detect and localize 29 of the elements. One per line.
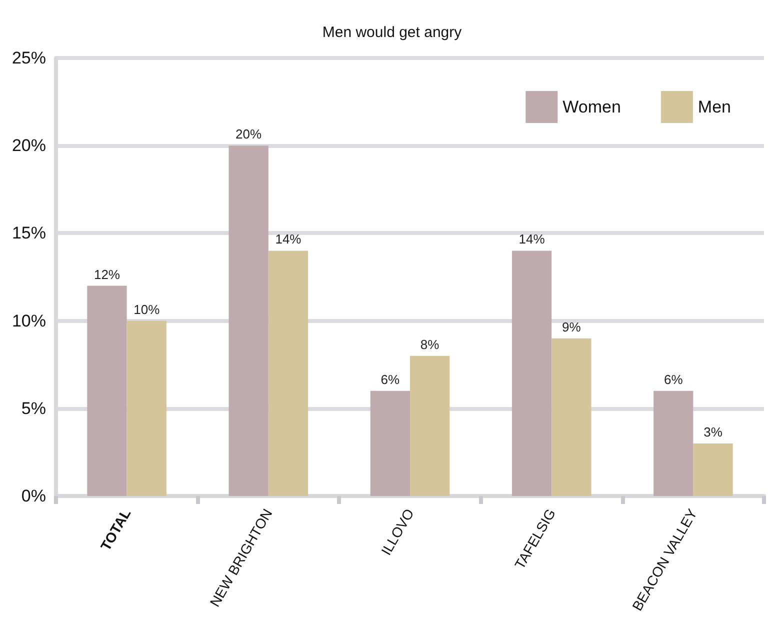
bar [410,356,450,496]
bar [126,320,166,496]
bar [228,146,268,496]
data-label: 6% [664,372,684,387]
bar [512,250,552,496]
y-tick-label: 10% [12,311,46,330]
data-label: 3% [704,424,723,440]
data-label: 10% [134,302,160,317]
y-tick-label: 5% [21,398,46,418]
y-tick-label: 20% [12,136,46,156]
bar [693,443,733,496]
bar [552,338,592,496]
data-label: 8% [420,336,440,352]
bar [268,250,308,496]
y-tick-label: 25% [12,48,46,68]
y-tick-label: 15% [12,224,46,243]
bar [87,286,127,496]
data-label: 6% [380,372,400,387]
bar [370,390,410,496]
data-label: 14% [275,232,302,247]
bar [654,390,694,496]
y-tick-label: 0% [21,486,46,506]
data-label: 9% [562,319,582,334]
data-label: 14% [518,232,546,247]
legend-label: Women [562,98,621,116]
chart-title: Men would get angry [322,24,462,41]
data-label: 12% [94,266,120,282]
data-label: 20% [236,126,262,142]
legend-label: Men [698,98,732,116]
